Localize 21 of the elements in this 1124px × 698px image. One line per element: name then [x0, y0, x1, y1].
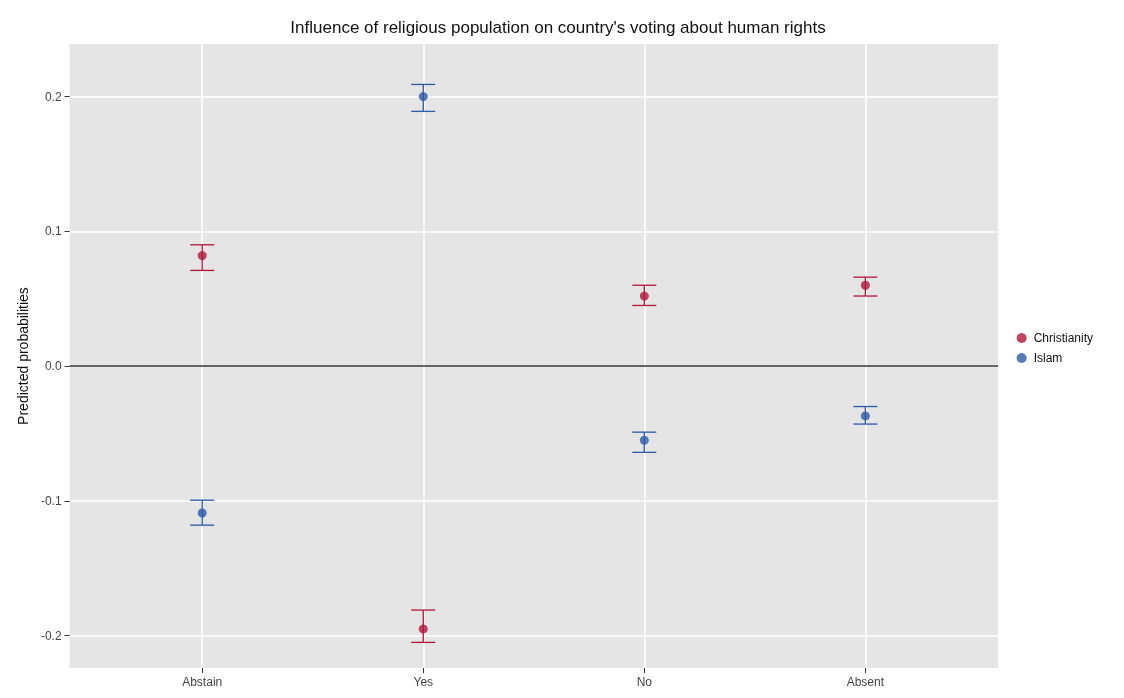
x-tick-label: Yes — [413, 675, 434, 689]
x-tick-label: No — [636, 675, 653, 689]
point — [418, 92, 428, 102]
point — [197, 251, 207, 261]
y-axis-title: Predicted probabilities — [15, 287, 31, 425]
y-tick-label: 0.1 — [44, 224, 62, 239]
y-tick-label: -0.1 — [40, 493, 62, 508]
point — [860, 411, 870, 421]
x-tick-label: Absent — [846, 675, 885, 689]
legend-label: Christianity — [1033, 331, 1094, 345]
x-tick-label: Abstain — [182, 675, 223, 689]
legend-label: Islam — [1033, 351, 1063, 365]
point — [639, 435, 649, 445]
point — [639, 291, 649, 301]
y-tick-label: 0.0 — [44, 359, 62, 374]
y-tick-label: -0.2 — [40, 628, 62, 643]
chart-title: Influence of religious population on country's voting about human rights — [290, 18, 826, 37]
y-tick-label: 0.2 — [44, 89, 62, 104]
point — [418, 624, 428, 634]
point — [197, 508, 207, 518]
point — [860, 280, 870, 290]
